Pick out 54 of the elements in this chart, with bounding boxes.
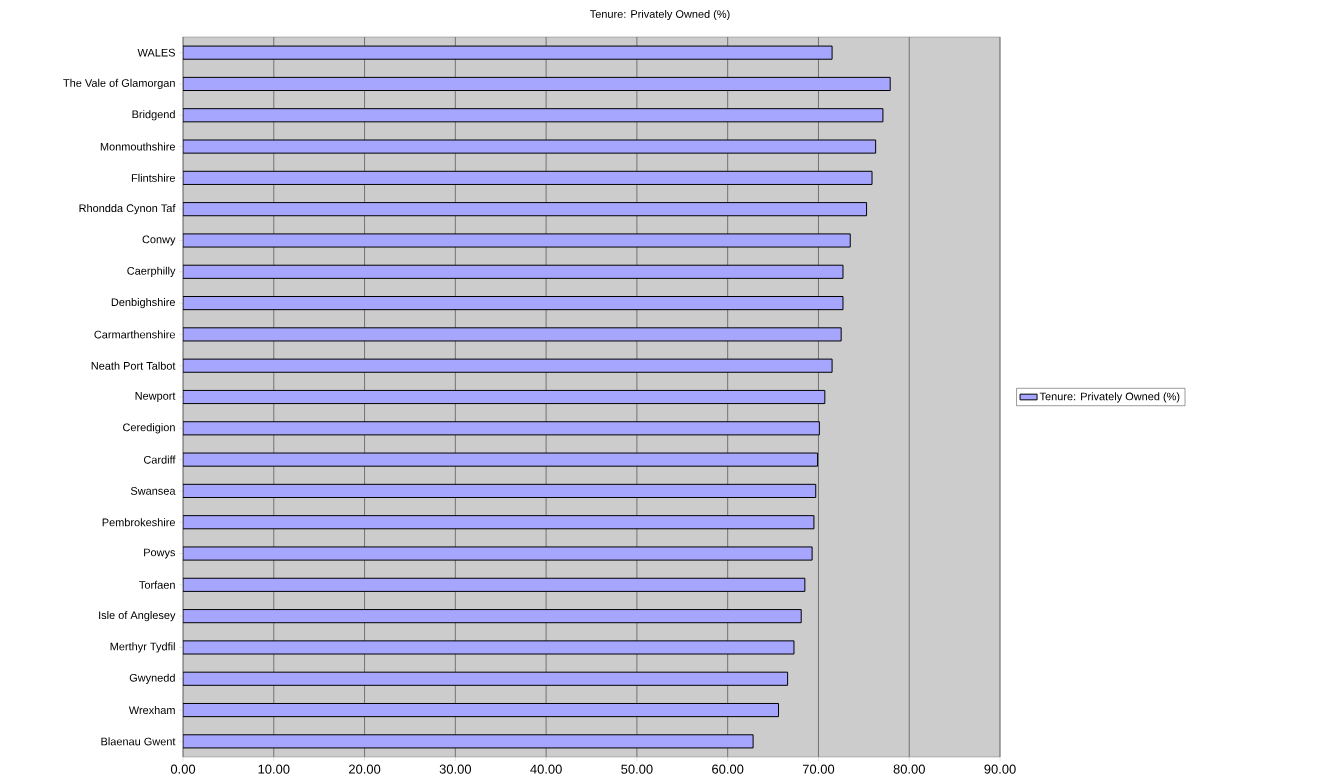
y-tick-label: Neath Port Talbot bbox=[91, 361, 176, 370]
bar bbox=[183, 389, 826, 405]
y-tick-label: The Vale of Glamorgan bbox=[63, 78, 175, 90]
bar bbox=[183, 452, 819, 467]
bar bbox=[183, 76, 891, 92]
legend-label: Tenure: Privately Owned (%) bbox=[1039, 392, 1180, 403]
bar bbox=[183, 264, 844, 279]
bar bbox=[183, 296, 844, 311]
x-tick-label: 0.00 bbox=[170, 764, 196, 774]
y-tick-label: Bridgend bbox=[132, 110, 175, 121]
y-tick-label: Monmouthshire bbox=[100, 142, 175, 151]
y-tick-label: Conwy bbox=[142, 235, 176, 246]
y-tick-label: Cardiff bbox=[143, 455, 176, 464]
bar bbox=[183, 202, 868, 217]
bar bbox=[183, 671, 789, 686]
y-tick-label: Powys bbox=[144, 548, 176, 559]
x-tick-label: 50.00 bbox=[621, 764, 653, 774]
bar bbox=[183, 702, 780, 718]
bar bbox=[183, 358, 833, 373]
bar bbox=[183, 515, 815, 530]
y-tick-label: Blaenau Gwent bbox=[101, 737, 176, 746]
bar bbox=[183, 108, 884, 123]
bar bbox=[183, 609, 802, 624]
chart-title: Tenure: Privately Owned (%) bbox=[590, 9, 730, 21]
y-tick-label: Swansea bbox=[130, 487, 176, 495]
y-tick-label: Wrexham bbox=[128, 706, 175, 715]
x-tick-label: 30.00 bbox=[439, 764, 472, 774]
y-tick-label: Torfaen bbox=[139, 580, 175, 589]
x-tick-label: 10.00 bbox=[258, 764, 290, 774]
y-tick-label: WALES bbox=[137, 48, 175, 57]
y-tick-label: Ceredigion bbox=[123, 423, 175, 434]
y-tick-label: Merthyr Tydfil bbox=[110, 642, 175, 653]
bar bbox=[183, 421, 820, 436]
y-tick-label: Denbighshire bbox=[111, 297, 175, 309]
bar bbox=[183, 577, 806, 592]
y-tick-label: Caerphilly bbox=[127, 266, 176, 277]
x-tick-label: 20.00 bbox=[349, 764, 381, 774]
y-tick-label: Gwynedd bbox=[129, 673, 175, 684]
bar bbox=[183, 327, 842, 342]
bar bbox=[183, 45, 833, 60]
y-tick-label: Rhondda Cynon Taf bbox=[79, 204, 176, 215]
x-tick-label: 90.00 bbox=[984, 764, 1016, 774]
x-tick-label: 70.00 bbox=[802, 764, 835, 774]
y-tick-label: Flintshire bbox=[131, 173, 175, 182]
bar bbox=[183, 170, 873, 185]
bar bbox=[183, 483, 817, 498]
x-tick-label: 40.00 bbox=[530, 764, 562, 774]
bar bbox=[183, 734, 754, 749]
y-tick-label: Isle of Anglesey bbox=[99, 611, 176, 622]
x-tick-label: 80.00 bbox=[893, 764, 925, 774]
y-tick-label: Newport bbox=[135, 392, 176, 402]
x-tick-label: 60.00 bbox=[712, 764, 744, 774]
y-tick-label: Carmarthenshire bbox=[94, 330, 175, 339]
y-tick-label: Pembrokeshire bbox=[102, 518, 175, 527]
